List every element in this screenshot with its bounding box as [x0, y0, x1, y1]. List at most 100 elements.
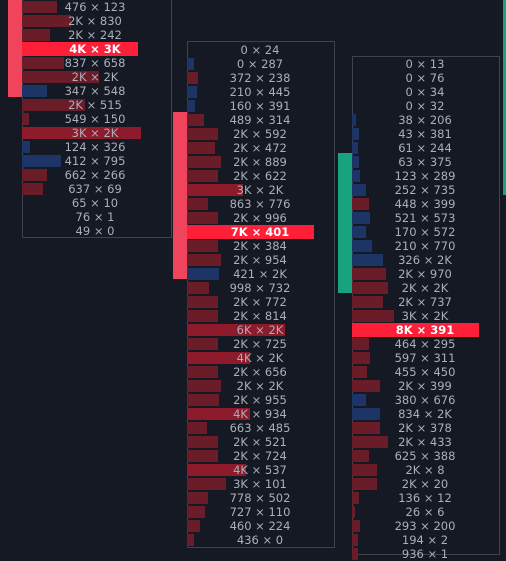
price-level-row: 2K × 830 [22, 14, 202, 28]
bid-ask-label: 549 × 150 [64, 112, 126, 126]
price-level-row: 3K × 101 [187, 477, 367, 491]
volume-bar [352, 226, 366, 238]
price-level-row: 210 × 445 [187, 85, 367, 99]
bid-ask-label: 476 × 123 [64, 0, 126, 14]
price-level-row: 464 × 295 [352, 337, 506, 351]
poc-bar [352, 323, 479, 337]
bid-ask-label: 2K × 889 [233, 155, 287, 169]
price-level-row: 2K × 996 [187, 211, 367, 225]
bid-ask-label: 76 × 1 [75, 210, 115, 224]
volume-bar [187, 156, 221, 168]
volume-bar [352, 212, 370, 224]
volume-bar [187, 58, 194, 70]
volume-bar [187, 142, 215, 154]
price-level-row: 0 × 24 [187, 43, 367, 57]
price-level-row: 863 × 776 [187, 197, 367, 211]
price-level-row: 436 × 0 [187, 533, 367, 547]
volume-bar [22, 71, 99, 83]
price-level-row: 136 × 12 [352, 491, 506, 505]
price-level-row: 4K × 3K [22, 42, 202, 56]
volume-bar [22, 57, 64, 69]
price-level-row: 2K × 592 [187, 127, 367, 141]
bid-ask-label: 3K × 2K [236, 183, 284, 197]
bid-ask-label: 43 × 381 [398, 127, 452, 141]
bid-ask-label: 2K × 814 [233, 309, 287, 323]
bid-ask-label: 7K × 401 [230, 225, 290, 239]
bid-ask-label: 421 × 2K [233, 267, 287, 281]
bid-ask-label: 194 × 2 [401, 533, 449, 547]
bid-ask-label: 3K × 101 [233, 477, 287, 491]
value-area-bar-2 [173, 112, 187, 279]
volume-bar [187, 436, 218, 448]
bid-ask-label: 2K × 8 [405, 463, 445, 477]
price-level-row: 662 × 266 [22, 168, 202, 182]
volume-bar [187, 464, 246, 476]
volume-bar [352, 394, 366, 406]
bid-ask-label: 2K × 399 [398, 379, 452, 393]
price-level-row: 2K × 656 [187, 365, 367, 379]
price-level-row: 2K × 433 [352, 435, 506, 449]
bid-ask-label: 63 × 375 [398, 155, 452, 169]
price-level-row: 460 × 224 [187, 519, 367, 533]
bid-ask-label: 170 × 572 [394, 225, 456, 239]
price-level-row: 6K × 2K [187, 323, 367, 337]
price-level-row: 160 × 391 [187, 99, 367, 113]
price-level-row: 63 × 375 [352, 155, 506, 169]
volume-bar [187, 198, 208, 210]
bid-ask-label: 6K × 2K [236, 323, 284, 337]
volume-bar [352, 408, 380, 420]
price-level-row: 8K × 391 [352, 323, 506, 337]
volume-bar [187, 338, 218, 350]
price-level-row: 26 × 6 [352, 505, 506, 519]
price-level-row: 76 × 1 [22, 210, 202, 224]
price-level-row: 936 × 1 [352, 547, 506, 561]
volume-bar [22, 99, 85, 111]
price-level-row: 4K × 2K [187, 351, 367, 365]
price-level-row: 2K × 2K [187, 379, 367, 393]
price-level-row: 194 × 2 [352, 533, 506, 547]
bid-ask-label: 2K × 737 [398, 295, 452, 309]
volume-bar [22, 29, 50, 41]
bid-ask-label: 61 × 244 [398, 141, 452, 155]
poc-bar [187, 225, 314, 239]
price-level-row: 2K × 515 [22, 98, 202, 112]
volume-bar [352, 506, 355, 518]
price-level-row: 0 × 287 [187, 57, 367, 71]
volume-bar [187, 380, 221, 392]
poc-bar [22, 42, 138, 56]
bid-ask-label: 412 × 795 [64, 154, 126, 168]
bid-ask-label: 637 × 69 [68, 182, 122, 196]
bid-ask-label: 625 × 388 [394, 449, 456, 463]
volume-bar [187, 254, 221, 266]
bid-ask-label: 3K × 2K [401, 309, 449, 323]
bid-ask-label: 834 × 2K [398, 407, 452, 421]
price-level-row: 7K × 401 [187, 225, 367, 239]
price-level-row: 2K × 8 [352, 463, 506, 477]
volume-bar [352, 534, 358, 546]
bid-ask-label: 448 × 399 [394, 197, 456, 211]
bid-ask-label: 2K × 830 [68, 14, 122, 28]
price-level-row: 727 × 110 [187, 505, 367, 519]
volume-bar [352, 422, 380, 434]
volume-bar [187, 520, 200, 532]
bid-ask-label: 2K × 515 [68, 98, 122, 112]
volume-bar [187, 240, 218, 252]
volume-bar [352, 436, 388, 448]
bid-ask-label: 436 × 0 [236, 533, 284, 547]
volume-bar [352, 156, 359, 168]
bid-ask-label: 124 × 326 [64, 140, 126, 154]
price-level-row: 380 × 676 [352, 393, 506, 407]
bid-ask-label: 136 × 12 [398, 491, 452, 505]
bid-ask-label: 460 × 224 [229, 519, 291, 533]
price-level-row: 43 × 381 [352, 127, 506, 141]
bid-ask-label: 293 × 200 [394, 519, 456, 533]
volume-bar [352, 296, 383, 308]
price-level-row: 372 × 238 [187, 71, 367, 85]
price-level-row: 38 × 206 [352, 113, 506, 127]
bid-ask-label: 521 × 573 [394, 211, 456, 225]
volume-bar [352, 492, 359, 504]
bid-ask-label: 0 × 32 [405, 99, 445, 113]
volume-bar [187, 170, 218, 182]
volume-bar [187, 422, 207, 434]
value-area-bar-1 [8, 0, 22, 97]
